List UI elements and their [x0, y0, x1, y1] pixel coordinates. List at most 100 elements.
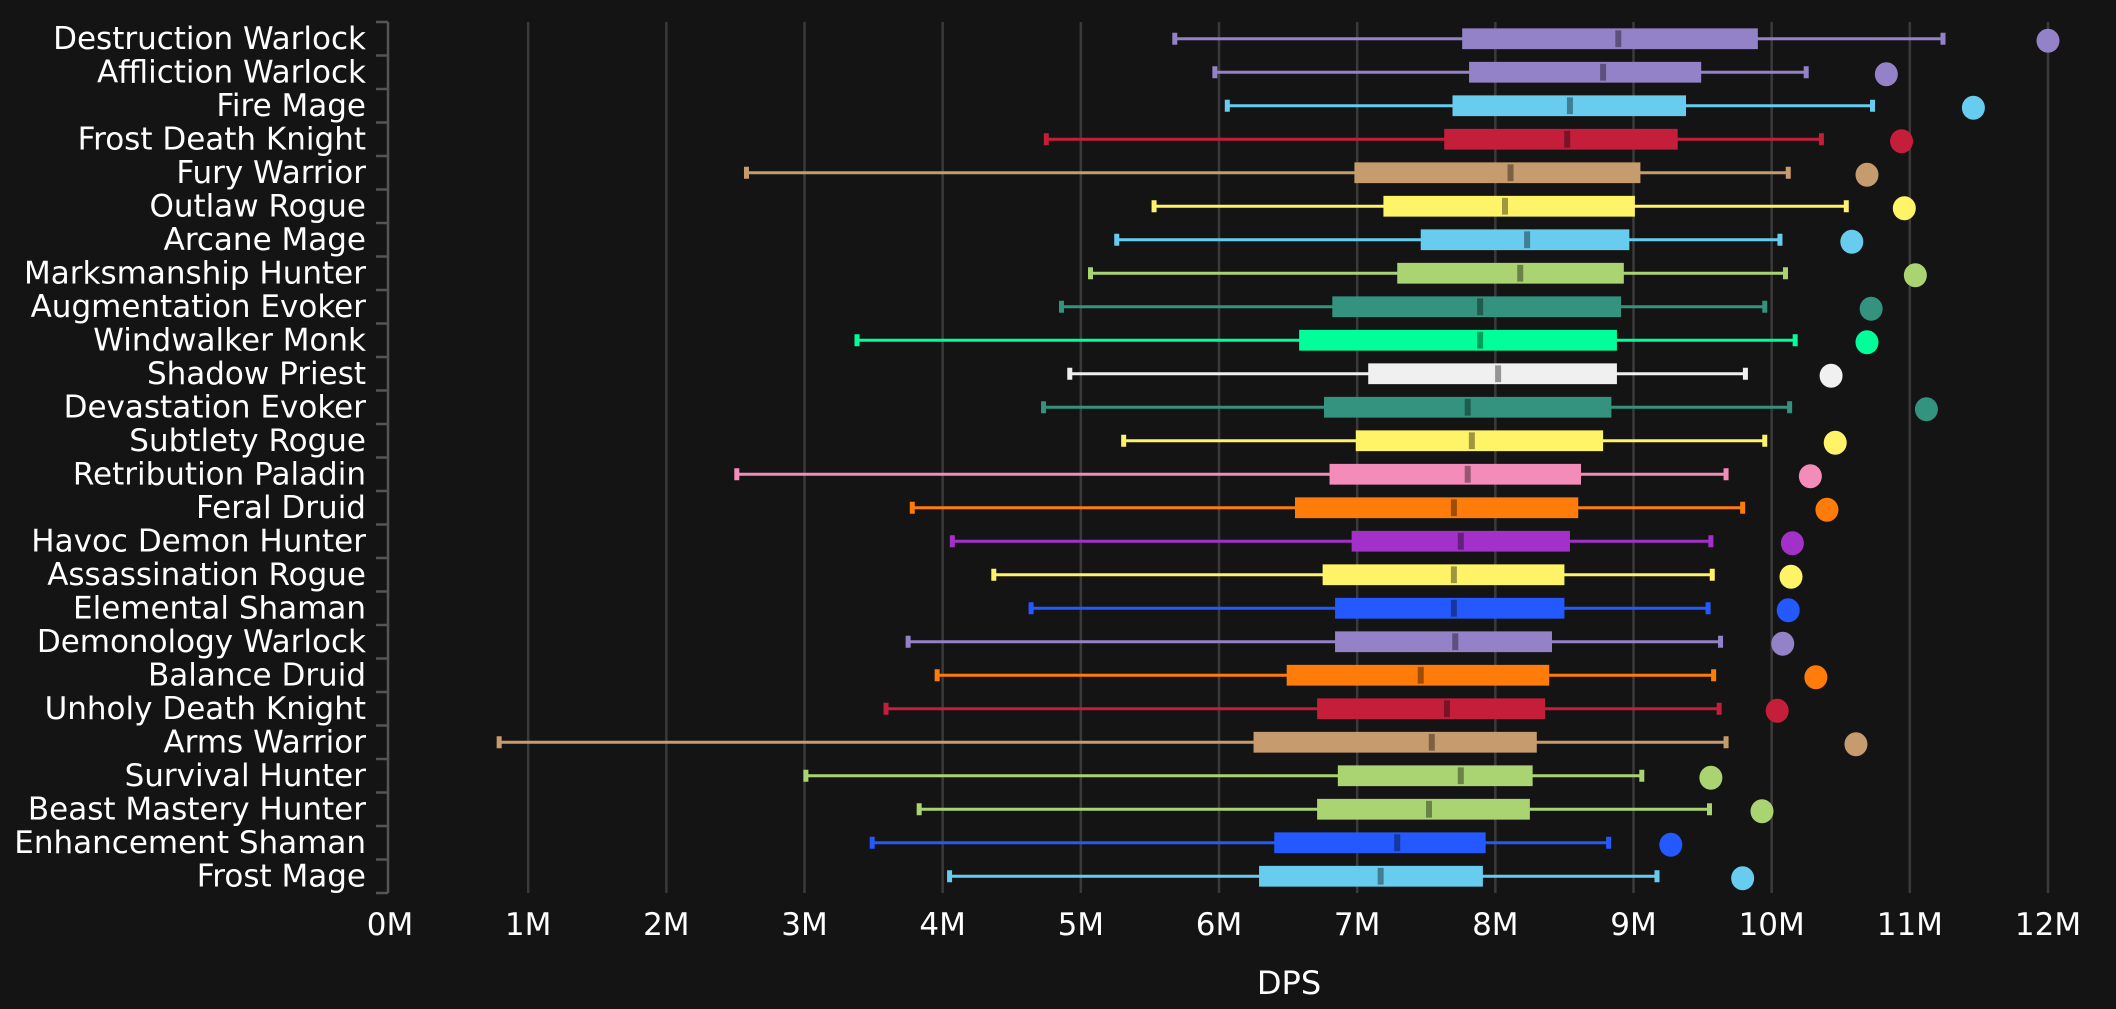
median-mark: [1600, 63, 1607, 81]
median-mark: [1443, 700, 1450, 718]
category-label: Subtlety Rogue: [129, 423, 366, 459]
iqr-box: [1317, 698, 1546, 720]
box-plot-arcane-mage: [1114, 229, 1864, 254]
whisker-cap-min: [991, 568, 997, 581]
y-axis: [376, 20, 390, 895]
outlier-point: [1798, 464, 1822, 489]
box-plot-retribution-paladin: [734, 463, 1822, 489]
outlier-point: [1771, 631, 1795, 656]
whisker-cap-min: [1088, 267, 1094, 280]
whisker-cap-max: [1708, 535, 1714, 548]
x-tick-label: 0M: [367, 907, 413, 943]
category-label: Frost Mage: [197, 858, 366, 894]
whisker-cap-min: [854, 334, 860, 347]
category-label: Outlaw Rogue: [149, 188, 366, 224]
outlier-point: [1855, 330, 1879, 355]
x-tick-labels: 0M 1M 2M 3M 4M 5M 6M 7M 8M 9M 10M 11M 12M: [367, 907, 2081, 943]
box-plot-unholy-death-knight: [883, 698, 1789, 723]
median-mark: [1615, 30, 1622, 48]
category-label: Assassination Rogue: [47, 557, 366, 593]
iqr-box: [1299, 329, 1617, 351]
whisker-cap-min: [1121, 434, 1127, 447]
iqr-box: [1259, 865, 1483, 887]
median-mark: [1394, 834, 1401, 852]
box-plot-outlaw-rogue: [1151, 195, 1916, 221]
box-plot-elemental-shaman: [1028, 597, 1800, 623]
outlier-point: [1731, 866, 1755, 891]
category-label: Balance Druid: [148, 657, 366, 693]
outlier-point: [1874, 62, 1898, 87]
whisker-cap-min: [1043, 133, 1049, 146]
iqr-box: [1329, 463, 1581, 485]
category-label: Arms Warrior: [163, 724, 366, 760]
outlier-point: [1776, 598, 1800, 623]
x-tick-label: 12M: [2015, 907, 2081, 943]
box-plot-arms-warrior: [496, 731, 1868, 757]
whisker-cap-min: [803, 769, 809, 782]
outlier-point: [1804, 665, 1828, 690]
category-label: Fury Warrior: [176, 155, 366, 191]
outlier-point: [1823, 430, 1847, 455]
outlier-point: [1890, 129, 1914, 154]
whisker-cap-max: [1706, 803, 1712, 816]
outlier-point: [1961, 95, 1985, 120]
whisker-cap-max: [1792, 334, 1798, 347]
outlier-point: [1750, 799, 1774, 824]
box-plot-demonology-warlock: [905, 631, 1795, 656]
iqr-box: [1469, 61, 1702, 83]
outlier-point: [1840, 229, 1864, 254]
whisker-cap-min: [1172, 32, 1178, 45]
box-plots: [496, 28, 2060, 891]
category-label: Arcane Mage: [164, 222, 366, 258]
x-tick-label: 5M: [1058, 907, 1104, 943]
outlier-point: [1779, 564, 1803, 589]
iqr-box: [1332, 296, 1622, 318]
whisker-cap-min: [1151, 200, 1157, 213]
median-mark: [1564, 130, 1571, 148]
category-label: Demonology Warlock: [37, 624, 366, 660]
iqr-box: [1335, 631, 1552, 653]
median-mark: [1450, 499, 1457, 517]
x-tick-label: 9M: [1610, 907, 1656, 943]
whisker-cap-min: [1028, 602, 1034, 615]
x-tick-label: 11M: [1877, 907, 1943, 943]
whisker-cap-min: [905, 635, 911, 648]
whisker-cap-max: [1723, 736, 1729, 749]
median-mark: [1417, 666, 1424, 684]
iqr-box: [1253, 731, 1537, 753]
category-label: Affliction Warlock: [97, 54, 366, 90]
whisker-cap-min: [734, 468, 740, 481]
median-mark: [1524, 231, 1531, 249]
category-label: Destruction Warlock: [53, 21, 366, 57]
median-mark: [1566, 97, 1573, 115]
category-label: Feral Druid: [196, 490, 366, 526]
whisker-cap-min: [883, 702, 889, 715]
median-mark: [1452, 633, 1459, 651]
median-mark: [1477, 331, 1484, 349]
whisker-cap-min: [1041, 401, 1047, 414]
category-label: Survival Hunter: [125, 758, 367, 794]
box-plot-havoc-demon-hunter: [949, 530, 1804, 556]
median-mark: [1517, 264, 1524, 282]
category-label: Enhancement Shaman: [14, 825, 366, 861]
box-plot-augmentation-evoker: [1058, 296, 1883, 321]
median-mark: [1450, 599, 1457, 617]
whisker-cap-min: [1224, 99, 1230, 112]
box-plot-fury-warrior: [743, 162, 1879, 187]
box-plot-affliction-warlock: [1212, 61, 1898, 87]
outlier-point: [1892, 196, 1916, 221]
whisker-cap-min: [909, 501, 915, 514]
x-tick-label: 8M: [1472, 907, 1518, 943]
outlier-point: [1815, 497, 1839, 522]
whisker-cap-max: [1762, 300, 1768, 313]
category-label: Retribution Paladin: [73, 456, 366, 492]
median-mark: [1464, 465, 1471, 483]
whisker-cap-min: [496, 736, 502, 749]
x-tick-label: 4M: [919, 907, 965, 943]
x-axis-title: DPS: [1257, 964, 1321, 1002]
iqr-box: [1444, 128, 1678, 150]
whisker-cap-max: [1818, 133, 1824, 146]
whisker-cap-max: [1716, 702, 1722, 715]
outlier-point: [1659, 832, 1683, 857]
